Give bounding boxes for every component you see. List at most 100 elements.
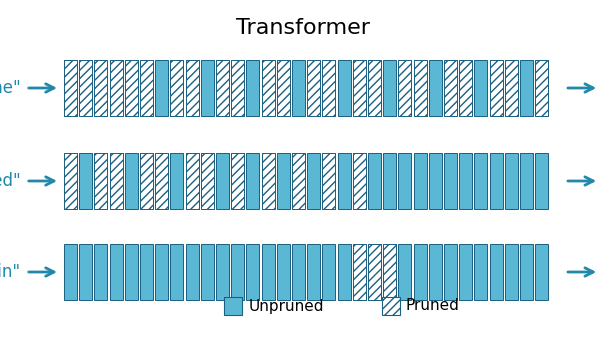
Bar [155, 60, 168, 116]
Bar [353, 60, 365, 116]
Bar [398, 60, 411, 116]
Bar [398, 60, 411, 116]
Bar [353, 244, 365, 300]
Bar [368, 60, 381, 116]
Bar [444, 244, 457, 300]
Bar [64, 60, 77, 116]
Bar [185, 60, 199, 116]
Bar [474, 153, 487, 209]
Bar [338, 60, 350, 116]
Bar [140, 60, 153, 116]
Bar [64, 153, 77, 209]
Bar [413, 60, 427, 116]
Bar [277, 244, 290, 300]
Bar [231, 153, 244, 209]
Text: Pruned: Pruned [406, 299, 460, 313]
Bar [231, 153, 244, 209]
Bar [155, 153, 168, 209]
Text: "pin": "pin" [0, 263, 21, 281]
Bar [201, 153, 214, 209]
Bar [110, 153, 122, 209]
Bar [155, 244, 168, 300]
Bar [185, 244, 199, 300]
Bar [79, 244, 92, 300]
Bar [231, 244, 244, 300]
Bar [322, 153, 335, 209]
Bar [110, 60, 122, 116]
Bar [140, 244, 153, 300]
Bar [490, 60, 502, 116]
Bar [95, 244, 107, 300]
Bar [505, 60, 518, 116]
Bar [262, 60, 275, 116]
Bar [125, 60, 138, 116]
Bar [383, 153, 396, 209]
Bar [474, 244, 487, 300]
Bar [535, 244, 548, 300]
Bar [353, 60, 365, 116]
Bar [490, 60, 502, 116]
Bar [322, 60, 335, 116]
Bar [474, 60, 487, 116]
Bar [95, 60, 107, 116]
Bar [79, 60, 92, 116]
Bar [170, 244, 183, 300]
Bar [383, 244, 396, 300]
Bar [353, 244, 365, 300]
Bar [95, 60, 107, 116]
Bar [231, 60, 244, 116]
Bar [64, 153, 77, 209]
Text: "red": "red" [0, 172, 21, 190]
Bar [110, 153, 122, 209]
Bar [125, 244, 138, 300]
Bar [110, 244, 122, 300]
Bar [383, 60, 396, 116]
Bar [262, 153, 275, 209]
Bar [292, 60, 305, 116]
Bar [368, 153, 381, 209]
Bar [307, 60, 320, 116]
Bar [398, 153, 411, 209]
Bar [292, 153, 305, 209]
Bar [368, 60, 381, 116]
Bar [262, 153, 275, 209]
Bar [459, 153, 472, 209]
Bar [505, 153, 518, 209]
Bar [277, 60, 290, 116]
Bar [125, 60, 138, 116]
Bar [95, 153, 107, 209]
Bar [277, 60, 290, 116]
Bar [353, 153, 365, 209]
Bar [398, 244, 411, 300]
Bar [155, 153, 168, 209]
Bar [307, 153, 320, 209]
Bar [216, 60, 229, 116]
Bar [185, 153, 199, 209]
Bar [79, 60, 92, 116]
Bar [459, 60, 472, 116]
Bar [520, 153, 533, 209]
Bar [428, 60, 442, 116]
Bar [413, 153, 427, 209]
Bar [490, 153, 502, 209]
Bar [95, 153, 107, 209]
Bar [535, 60, 548, 116]
Bar [322, 244, 335, 300]
Bar [216, 153, 229, 209]
Bar [459, 60, 472, 116]
Bar [505, 60, 518, 116]
Bar [413, 60, 427, 116]
Bar [322, 60, 335, 116]
Bar [140, 60, 153, 116]
Bar [383, 244, 396, 300]
Bar [64, 60, 77, 116]
Bar [459, 244, 472, 300]
Bar [428, 153, 442, 209]
Bar [535, 60, 548, 116]
Bar [505, 244, 518, 300]
Bar [353, 153, 365, 209]
Bar [201, 244, 214, 300]
Bar [246, 153, 259, 209]
Bar [520, 244, 533, 300]
Bar [307, 60, 320, 116]
